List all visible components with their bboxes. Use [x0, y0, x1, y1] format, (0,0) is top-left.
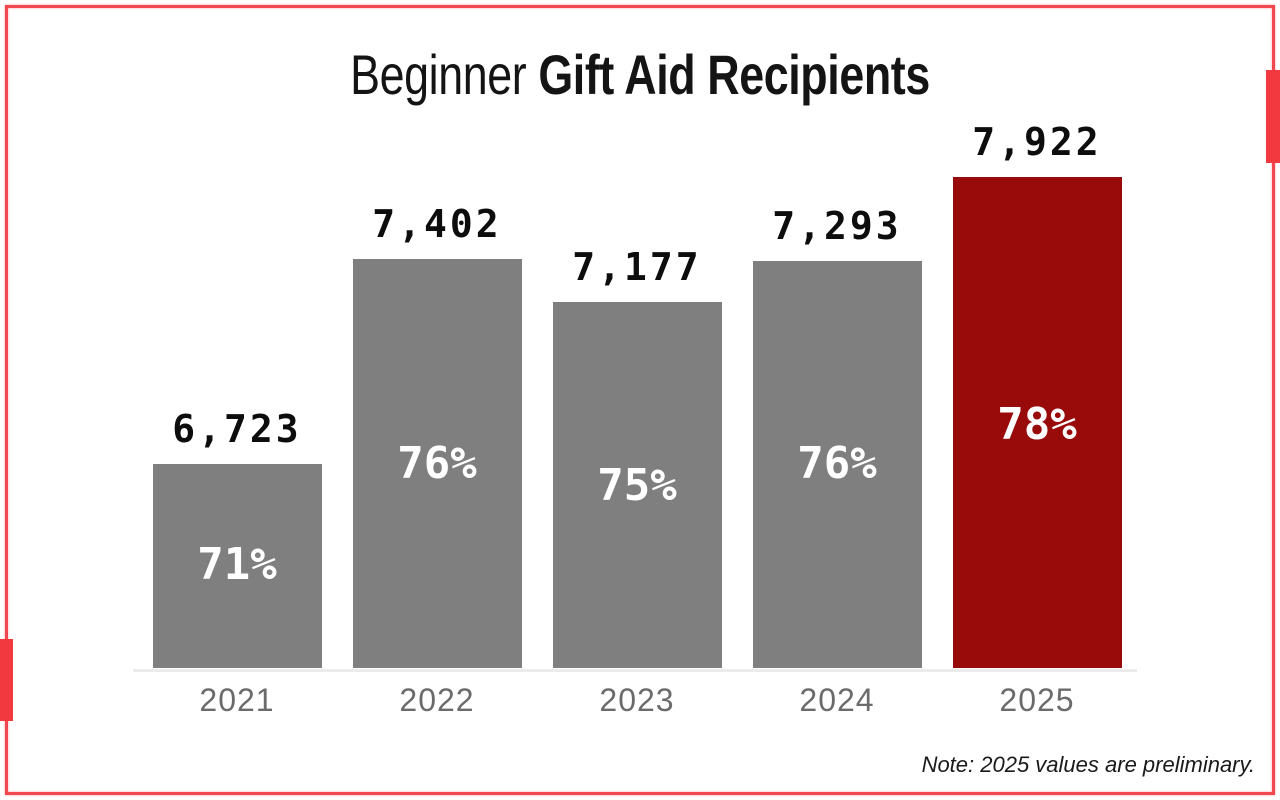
left-edge-accent-bar [0, 639, 13, 721]
bar-2025 [952, 177, 1122, 668]
pct-label-2022: 76% [397, 438, 477, 489]
value-label-2021: 6,723 [172, 407, 302, 451]
bar-2023 [552, 302, 722, 668]
year-label-2021: 2021 [199, 682, 275, 718]
bar-2021 [152, 464, 322, 668]
chart-title-regular: Beginner [350, 43, 539, 106]
pct-label-2021: 71% [197, 539, 277, 590]
value-label-2025: 7,922 [972, 120, 1102, 164]
chart-title: Beginner Gift Aid Recipients [128, 44, 1152, 106]
year-label-2023: 2023 [599, 682, 675, 718]
year-label-2025: 2025 [999, 682, 1075, 718]
pct-label-2023: 75% [597, 460, 677, 511]
value-label-2024: 7,293 [772, 204, 902, 248]
year-label-2022: 2022 [399, 682, 475, 718]
value-label-2023: 7,177 [572, 245, 702, 289]
pct-label-2025: 78% [997, 399, 1077, 450]
chart-title-bold: Gift Aid Recipients [538, 43, 930, 106]
value-label-2022: 7,402 [372, 202, 502, 246]
bar-2022 [352, 259, 522, 668]
year-label-2024: 2024 [799, 682, 875, 718]
x-axis-line [133, 669, 1137, 672]
bar-2024 [752, 261, 922, 668]
footnote: Note: 2025 values are preliminary. [921, 752, 1255, 777]
pct-label-2024: 76% [797, 438, 877, 489]
right-edge-accent-bar [1266, 70, 1280, 163]
